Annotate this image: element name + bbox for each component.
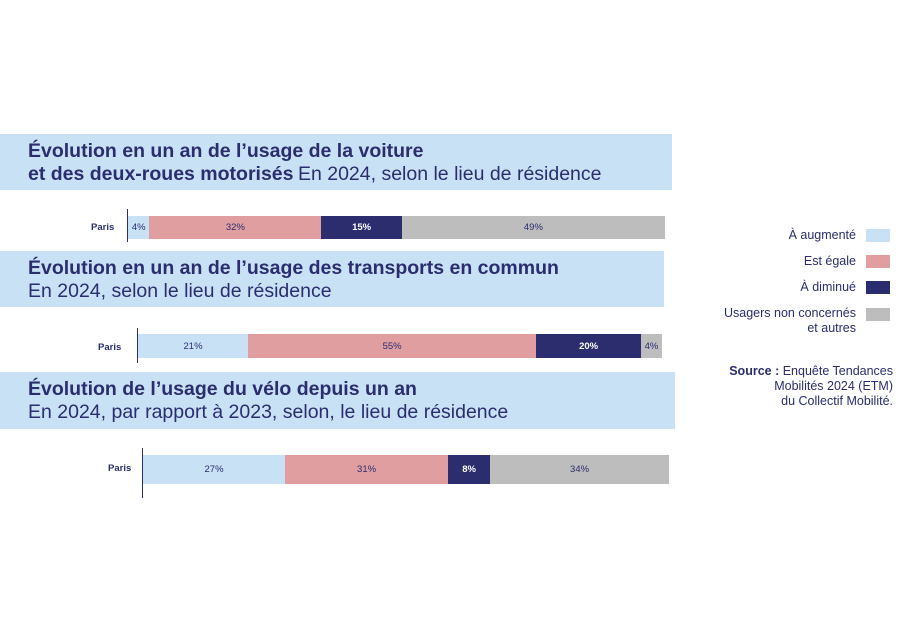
chart-2-data-label-diminue: 20% bbox=[579, 340, 599, 352]
chart-2-data-label-egale: 55% bbox=[382, 340, 402, 352]
chart-1-data-label-egale: 32% bbox=[225, 222, 245, 233]
chart-2-bar-segment-diminue: 20% bbox=[536, 334, 642, 358]
legend-swatch-egale bbox=[866, 255, 890, 268]
legend-item-non-concernes: Usagers non concernés et autres bbox=[690, 306, 890, 340]
chart-2-bar-segment-egale: 55% bbox=[248, 334, 537, 358]
source-text-1: Enquête Tendances bbox=[782, 364, 893, 378]
chart-1-data-label-non-concernes: 49% bbox=[523, 222, 543, 233]
chart-3-data-label-augmente: 27% bbox=[204, 464, 224, 475]
legend-label-non-concernes-line-1: Usagers non concernés bbox=[723, 306, 856, 320]
chart-3-axis-line bbox=[142, 448, 143, 498]
chart-2-title: Évolution en un an de l’usage des transp… bbox=[28, 257, 559, 279]
chart-1-bar-segment-egale: 32% bbox=[149, 216, 322, 239]
chart-3-bar-segment-non-concernes: 34% bbox=[490, 455, 669, 484]
chart-3-subtitle: En 2024, par rapport à 2023, selon, le l… bbox=[28, 401, 509, 423]
chart-3-bar-segment-augmente: 27% bbox=[143, 455, 286, 484]
legend-label-augmente: À augmenté bbox=[788, 228, 856, 242]
chart-2-bar-segment-augmente: 21% bbox=[138, 334, 249, 358]
legend-label-egale: Est égale bbox=[803, 254, 856, 268]
chart-3-data-label-egale: 31% bbox=[357, 464, 377, 475]
legend-label-non-concernes-line-2: et autres bbox=[807, 321, 856, 335]
chart-1-title-band: Évolution en un an de l’usage de la voit… bbox=[0, 134, 672, 190]
chart-1-axis-line bbox=[127, 209, 128, 242]
chart-2-category-label: Paris bbox=[98, 342, 122, 353]
legend: À augmenté Est égale À diminué Usagers n… bbox=[690, 228, 890, 340]
chart-3-stacked-bar: 27% 31% 8% 34% bbox=[143, 455, 669, 484]
chart-1-bar-segment-augmente: 4% bbox=[128, 216, 150, 239]
chart-2-data-label-augmente: 21% bbox=[183, 340, 203, 352]
chart-3-data-label-non-concernes: 34% bbox=[570, 464, 590, 475]
legend-item-egale: Est égale bbox=[690, 254, 890, 280]
source-text-3: du Collectif Mobilité. bbox=[781, 394, 893, 408]
chart-2-data-label-non-concernes: 4% bbox=[644, 340, 659, 352]
chart-1-title-line-1: Évolution en un an de l’usage de la voit… bbox=[28, 140, 424, 162]
legend-item-diminue: À diminué bbox=[690, 280, 890, 306]
legend-label-diminue: À diminué bbox=[800, 280, 856, 294]
chart-1-bar-segment-non-concernes: 49% bbox=[401, 216, 665, 239]
source-label: Source : bbox=[729, 364, 780, 378]
legend-swatch-non-concernes bbox=[866, 308, 890, 321]
chart-1-title-bold-2: et des deux-roues motorisés bbox=[28, 163, 294, 185]
chart-3-data-label-diminue: 8% bbox=[462, 464, 476, 475]
chart-3-category-label: Paris bbox=[108, 463, 132, 474]
chart-2-stacked-bar: 21% 55% 20% 4% bbox=[138, 334, 662, 358]
chart-2-bar-segment-non-concernes: 4% bbox=[641, 334, 662, 358]
chart-1-title-line-2: et des deux-roues motorisés En 2024, sel… bbox=[28, 163, 672, 186]
chart-2-axis-line bbox=[137, 328, 138, 363]
chart-3-title: Évolution de l’usage du vélo depuis un a… bbox=[28, 378, 417, 400]
legend-item-augmente: À augmenté bbox=[690, 228, 890, 254]
chart-1-data-label-diminue: 15% bbox=[352, 222, 372, 233]
chart-1-subtitle: En 2024, selon le lieu de résidence bbox=[297, 163, 602, 185]
legend-label-non-concernes: Usagers non concernés et autres bbox=[724, 306, 856, 336]
chart-1-category-label: Paris bbox=[91, 222, 115, 233]
chart-3-title-band: Évolution de l’usage du vélo depuis un a… bbox=[0, 372, 675, 429]
chart-1-bar-segment-diminue: 15% bbox=[321, 216, 402, 239]
chart-2-subtitle: En 2024, selon le lieu de résidence bbox=[28, 280, 332, 302]
chart-3-bar-segment-diminue: 8% bbox=[448, 455, 491, 484]
legend-swatch-augmente bbox=[866, 229, 890, 242]
chart-1-stacked-bar: 4% 32% 15% 49% bbox=[128, 216, 665, 239]
chart-3-bar-segment-egale: 31% bbox=[285, 455, 449, 484]
source-text-2: Mobilités 2024 (ETM) bbox=[774, 379, 893, 393]
legend-swatch-diminue bbox=[866, 281, 890, 294]
chart-2-title-band: Évolution en un an de l’usage des transp… bbox=[0, 251, 664, 307]
source-note: Source : Enquête Tendances Mobilités 202… bbox=[690, 364, 893, 409]
chart-1-data-label-augmente: 4% bbox=[131, 222, 146, 233]
